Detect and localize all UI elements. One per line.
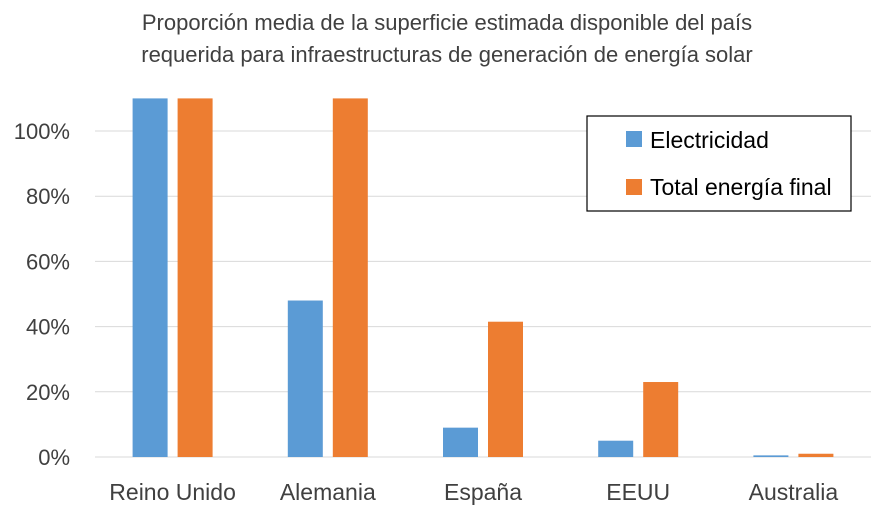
bar-total-energia-final-australia — [798, 453, 834, 457]
bar-electricidad-australia — [753, 455, 789, 457]
x-axis-categories: Reino Unido Alemania España EEUU Australia — [109, 479, 838, 505]
y-tick-label-60: 60% — [26, 249, 70, 274]
bar-electricidad-reino-unido — [132, 98, 168, 458]
bar-electricidad-espana — [443, 427, 478, 457]
y-tick-label-80: 80% — [26, 184, 70, 209]
x-category-label-australia: Australia — [749, 479, 839, 505]
legend: Electricidad Total energía final — [586, 115, 852, 212]
bars — [132, 98, 834, 458]
x-category-label-eeuu: EEUU — [606, 479, 670, 505]
bar-total-energia-final-espana — [488, 321, 523, 457]
bar-electricidad-alemania — [287, 300, 323, 457]
bar-total-energia-final-alemania — [332, 98, 368, 458]
legend-swatch-electricidad — [626, 131, 642, 147]
y-tick-label-0: 0% — [38, 445, 70, 470]
y-tick-label-100: 100% — [14, 119, 70, 144]
bar-total-energia-final-reino-unido — [177, 98, 213, 458]
x-category-label-reino-unido: Reino Unido — [109, 479, 236, 505]
chart-title-line-1: Proporción media de la superficie estima… — [142, 10, 752, 35]
bar-electricidad-eeuu — [598, 440, 634, 457]
legend-swatch-total-energia-final — [626, 179, 642, 195]
y-tick-label-20: 20% — [26, 380, 70, 405]
x-category-label-espana: España — [444, 479, 522, 505]
legend-label-electricidad: Electricidad — [650, 127, 769, 153]
gridlines — [95, 130, 871, 458]
x-category-label-alemania: Alemania — [280, 479, 376, 505]
chart-title-line-2: requerida para infraestructuras de gener… — [141, 42, 753, 67]
y-tick-label-40: 40% — [26, 315, 70, 340]
bar-total-energia-final-eeuu — [643, 382, 679, 457]
y-axis-ticks: 0% 20% 40% 60% 80% 100% — [14, 119, 70, 470]
legend-label-total-energia-final: Total energía final — [650, 174, 832, 200]
